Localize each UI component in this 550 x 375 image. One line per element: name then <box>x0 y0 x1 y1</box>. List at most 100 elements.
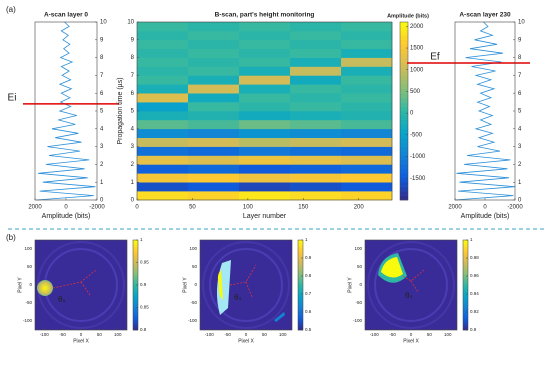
heat-cell <box>137 146 189 156</box>
heat-cell <box>137 119 189 130</box>
y-tick-label: 10 <box>127 20 134 26</box>
colorbar-step <box>133 316 138 320</box>
colorbar-step <box>133 291 138 295</box>
heat-cell <box>137 155 189 165</box>
y-tick-label: 50 <box>192 264 198 269</box>
heat-cell <box>137 173 189 183</box>
blob <box>217 270 223 300</box>
y-tick-label: 1 <box>100 180 104 186</box>
y-tick-label: 5 <box>131 109 135 115</box>
heat-cell <box>188 93 240 103</box>
heat-cell <box>137 102 189 112</box>
x-tick-label: 100 <box>243 205 254 211</box>
colorbar-step <box>133 249 138 252</box>
colorbar-step <box>298 246 303 250</box>
y-tick-label: 1 <box>131 180 135 186</box>
heat-cell <box>188 119 240 130</box>
colorbar-step <box>400 155 408 161</box>
y-tick-label: 3 <box>100 144 104 150</box>
heat-cell <box>137 191 189 201</box>
y-tick-label: 10 <box>100 20 107 26</box>
y-tick-label: 2 <box>518 162 522 168</box>
colorbar-step <box>298 305 303 308</box>
y-tick-label: 0 <box>194 282 197 287</box>
heat-cell <box>188 30 240 41</box>
colorbar-step <box>133 269 138 272</box>
heat-cell <box>341 57 393 67</box>
colorbar-tick-label: 1000 <box>410 67 424 73</box>
colorbar-step <box>463 276 468 279</box>
colorbar-step <box>463 305 468 308</box>
colorbar-step <box>133 253 138 257</box>
heat-cell <box>341 66 393 76</box>
colorbar-step <box>463 316 468 320</box>
y-tick-label: 0 <box>359 282 362 287</box>
colorbar-tick-label: 0.95 <box>140 260 149 265</box>
y-tick-label: 7 <box>131 73 135 79</box>
colorbar-step <box>298 276 303 279</box>
colorbar-step <box>298 253 303 257</box>
colorbar-step <box>298 271 303 275</box>
colorbar-step <box>133 318 138 322</box>
colorbar-step <box>133 287 138 290</box>
y-tick-label: 8 <box>131 55 135 61</box>
colorbar-step <box>463 246 468 250</box>
y-axis-label: Pixel Y <box>182 277 188 293</box>
colorbar-step <box>400 151 408 156</box>
colorbar-step <box>463 255 468 259</box>
y-tick-label: -50 <box>190 300 197 305</box>
colorbar-step <box>463 325 468 329</box>
heat-cell <box>341 146 393 156</box>
colorbar-step <box>463 282 468 286</box>
colorbar-step <box>298 307 303 311</box>
colorbar-step <box>400 124 408 130</box>
colorbar-frame <box>462 239 469 331</box>
colorbar-tick-label: 0.7 <box>305 291 312 296</box>
colorbar-step <box>463 314 468 317</box>
colorbar-step <box>400 133 408 138</box>
colorbar-step <box>400 79 408 85</box>
y-tick-label: -100 <box>188 318 198 323</box>
heat-cell <box>239 48 291 58</box>
x-tick-label: -2000 <box>89 205 105 211</box>
heat-cell <box>137 48 189 58</box>
colorbar-step <box>400 44 408 49</box>
colorbar-step <box>400 164 408 170</box>
colorbar-step <box>298 280 303 284</box>
colorbar-step <box>400 177 408 183</box>
x-tick-label: 2000 <box>448 205 462 211</box>
heat-cell <box>137 182 189 192</box>
colorbar-step <box>463 321 468 324</box>
heat-cell <box>239 22 291 32</box>
heat-cell <box>341 22 393 32</box>
x-axis-label: Amplitude (bits) <box>461 213 510 220</box>
colorbar-step <box>463 300 468 304</box>
heat-cell <box>137 30 189 41</box>
heat-cell <box>290 93 342 103</box>
heat-cell <box>188 137 240 147</box>
colorbar-step <box>298 242 303 245</box>
colorbar-step <box>400 182 408 187</box>
y-tick-label: 9 <box>100 37 104 43</box>
y-tick-label: 2 <box>100 162 104 168</box>
x-tick-label: 0 <box>80 332 83 337</box>
colorbar-step <box>133 282 138 286</box>
colorbar-frame <box>399 21 409 201</box>
colorbar-step <box>400 97 408 103</box>
colorbar-step <box>133 312 138 315</box>
colorbar-step <box>133 246 138 250</box>
colorbar-step <box>400 75 408 81</box>
colorbar-step <box>463 269 468 272</box>
y-tick-label: 0 <box>518 198 522 204</box>
colorbar-step <box>298 267 303 270</box>
x-axis-label: Pixel X <box>403 338 419 344</box>
colorbar-step <box>133 271 138 275</box>
colorbar-step <box>463 294 468 297</box>
heat-cell <box>341 128 393 138</box>
heat-cell <box>137 39 189 49</box>
colorbar-step <box>133 276 138 279</box>
heat-cell <box>290 75 342 85</box>
heat-cell <box>188 48 240 58</box>
x-tick-label: -100 <box>205 332 215 337</box>
heat-cell <box>188 191 240 201</box>
